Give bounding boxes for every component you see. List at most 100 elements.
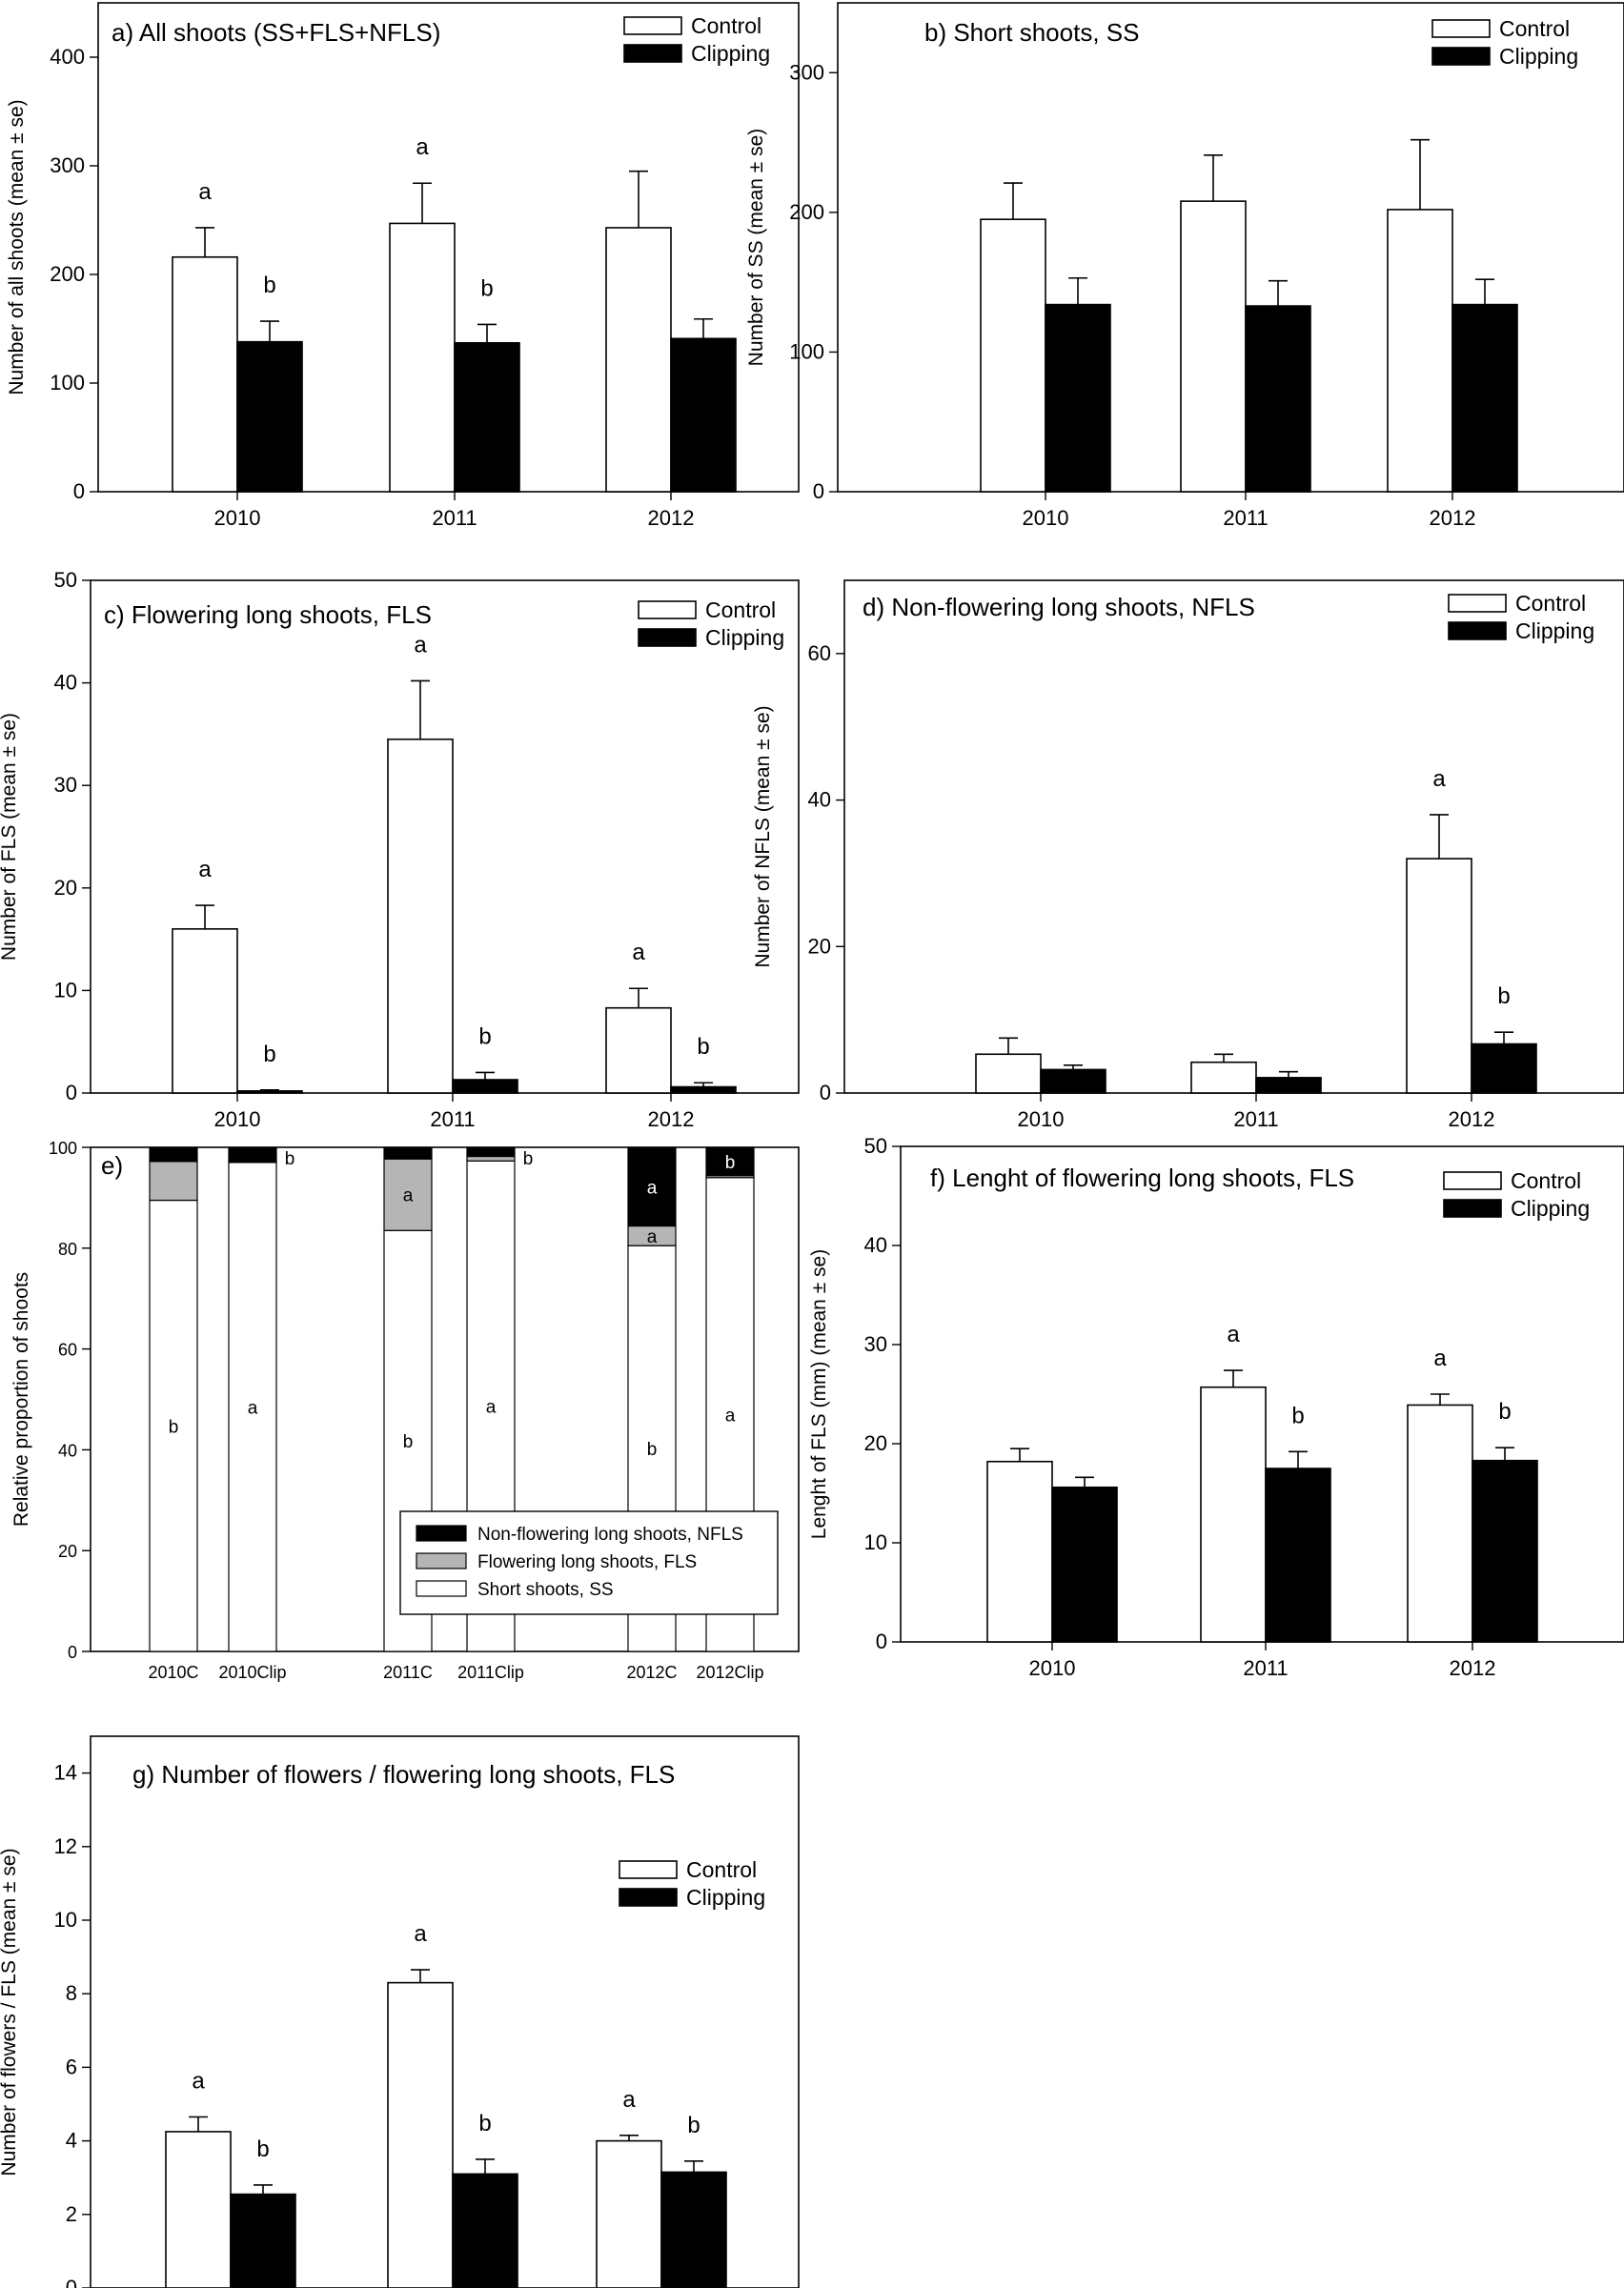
significance-letter: b: [478, 2111, 491, 2136]
y-tick-label: 20: [54, 876, 77, 900]
significance-letter: b: [725, 1153, 736, 1173]
y-tick-label: 2: [66, 2202, 77, 2226]
x-tick-label: 2010: [1018, 1107, 1065, 1131]
stacked-segment-fls-2010C: [149, 1161, 198, 1202]
significance-letter: a: [725, 1406, 736, 1426]
x-tick-label: 2012C: [626, 1663, 677, 1682]
significance-letter: a: [1227, 1322, 1240, 1347]
bar-clipping-2012: [660, 2171, 727, 2288]
legend-label: Non-flowering long shoots, NFLS: [477, 1525, 743, 1545]
y-axis-label: Number of SS (mean ± se): [745, 129, 767, 367]
bar-clipping-2010: [236, 340, 303, 493]
x-tick-label: 2012: [1449, 1107, 1495, 1131]
legend-swatch-control: [638, 600, 697, 619]
panel-title: e): [101, 1151, 123, 1180]
panel-title: b) Short shoots, SS: [924, 18, 1139, 47]
bar-clipping-2010: [230, 2193, 296, 2288]
bar-clipping-2011: [454, 342, 520, 493]
stacked-segment-nfls-2011C: [383, 1146, 433, 1160]
significance-letter: a: [1433, 1346, 1447, 1371]
x-tick-label: 2012: [648, 506, 695, 530]
x-tick-label: 2012: [1430, 506, 1476, 530]
y-tick-label: 200: [50, 262, 85, 286]
significance-letter: a: [647, 1178, 658, 1198]
panel-title: c) Flowering long shoots, FLS: [104, 600, 432, 629]
legend-swatch: [416, 1580, 467, 1597]
bar-control-2010: [980, 218, 1046, 493]
bar-clipping-2012: [1472, 1459, 1538, 1643]
x-tick-label: 2011: [1223, 506, 1268, 530]
bar-clipping-2011: [1245, 305, 1311, 493]
significance-letter: b: [169, 1417, 179, 1437]
significance-letter: b: [263, 273, 275, 298]
significance-letter: a: [248, 1398, 258, 1418]
y-tick-label: 0: [876, 1630, 887, 1653]
bar-clipping-2012: [1451, 303, 1518, 493]
significance-letter: a: [192, 2069, 205, 2095]
panel-title: g) Number of flowers / flowering long sh…: [132, 1760, 675, 1789]
bar-control-2012: [605, 1006, 672, 1094]
legend-swatch-clipping: [638, 628, 697, 647]
legend-swatch-clipping: [619, 1888, 678, 1907]
stacked-segment-nfls-2010C: [149, 1146, 198, 1163]
y-tick-label: 40: [808, 788, 831, 812]
y-tick-label: 20: [864, 1431, 887, 1455]
significance-letter: b: [1498, 1399, 1511, 1425]
legend-label: Short shoots, SS: [477, 1580, 614, 1600]
legend-label-control: Control: [1511, 1168, 1581, 1193]
y-tick-label: 60: [58, 1341, 77, 1360]
y-tick-label: 100: [789, 339, 824, 363]
legend-label: Flowering long shoots, FLS: [477, 1552, 697, 1572]
y-tick-label: 0: [68, 1643, 77, 1662]
bar-control-2011: [1180, 200, 1247, 493]
y-tick-label: 60: [808, 641, 831, 665]
significance-letter: a: [1432, 766, 1446, 792]
y-tick-label: 0: [66, 2276, 77, 2288]
y-tick-label: 0: [66, 1081, 77, 1104]
significance-letter: a: [416, 134, 429, 160]
panel-c: c) Flowering long shoots, FLS Number of F…: [0, 568, 800, 1131]
y-axis-label: Number of all shoots (mean ± se): [6, 99, 28, 395]
significance-letter: a: [198, 857, 212, 882]
legend-label-control: Control: [686, 1857, 757, 1882]
y-tick-label: 400: [50, 45, 85, 69]
significance-letter: b: [523, 1149, 534, 1169]
y-tick-label: 10: [864, 1530, 887, 1554]
bar-clipping-2010: [1051, 1486, 1118, 1643]
significance-letter: b: [285, 1149, 295, 1169]
y-tick-label: 50: [864, 1134, 887, 1158]
significance-letter: a: [414, 632, 427, 658]
x-tick-label: 2010C: [148, 1663, 198, 1682]
y-tick-label: 14: [54, 1761, 77, 1785]
legend-swatch-control: [1431, 19, 1491, 38]
significance-letter: b: [403, 1432, 414, 1452]
bar-clipping-2010: [236, 1090, 303, 1094]
legend-label-clipping: Clipping: [1515, 618, 1594, 643]
significance-letter: a: [198, 179, 212, 205]
legend-label-clipping: Clipping: [1499, 44, 1578, 69]
x-tick-label: 2010Clip: [218, 1663, 286, 1682]
x-tick-label: 2011: [430, 1107, 475, 1131]
y-tick-label: 20: [58, 1542, 77, 1561]
significance-letter: b: [478, 1023, 491, 1049]
bar-control-2012: [1406, 858, 1472, 1094]
y-tick-label: 100: [50, 371, 85, 395]
legend-swatch: [416, 1552, 467, 1569]
significance-letter: b: [1497, 983, 1510, 1009]
significance-letter: b: [263, 1042, 275, 1067]
y-tick-label: 12: [54, 1834, 77, 1858]
stacked-segment-nfls-2011Clip: [466, 1146, 516, 1158]
y-tick-label: 10: [54, 1908, 77, 1932]
bar-clipping-2010: [1040, 1068, 1106, 1094]
y-axis-label: Number of NFLS (mean ± se): [752, 705, 774, 967]
y-tick-label: 0: [813, 479, 824, 503]
legend-swatch-clipping: [1431, 47, 1491, 66]
x-tick-label: 2011: [1233, 1107, 1278, 1131]
significance-letter: a: [486, 1398, 497, 1418]
plot-frame: [90, 1735, 800, 2288]
y-tick-label: 8: [66, 1981, 77, 2005]
bar-control-2011: [387, 738, 454, 1094]
significance-letter: b: [256, 2136, 269, 2162]
bar-clipping-2011: [452, 2173, 518, 2288]
x-tick-label: 2012: [1450, 1656, 1496, 1680]
